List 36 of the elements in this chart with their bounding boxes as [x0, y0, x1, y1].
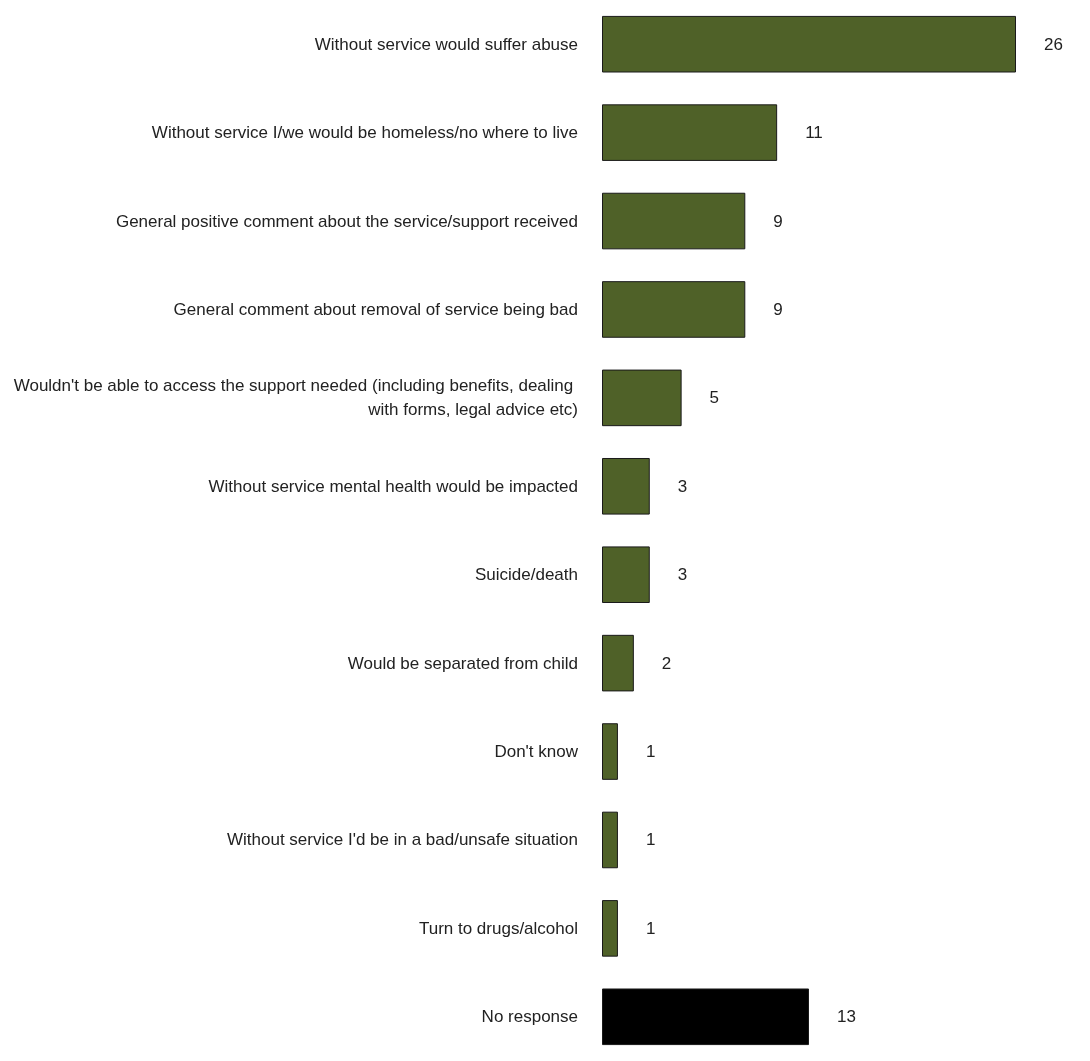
bar: [602, 104, 778, 161]
data-label: 26: [1044, 34, 1063, 54]
bar: [602, 15, 1016, 73]
data-label: 11: [805, 123, 823, 143]
y-tick-label: Without service I/we would be homeless/no where to live: [151, 123, 578, 143]
y-tick-label: Suicide/death: [474, 565, 578, 585]
data-label: 9: [773, 299, 783, 319]
y-tick-label: Would be separated from child: [347, 653, 578, 673]
bar: [602, 458, 650, 515]
y-tick-label: No response: [481, 1007, 578, 1027]
y-tick-label: Don't know: [494, 742, 579, 762]
bar: [602, 988, 809, 1046]
bar: [602, 723, 618, 780]
data-label: 13: [837, 1007, 856, 1027]
bar: [602, 900, 618, 957]
data-label: 5: [709, 388, 720, 408]
y-tick-label: Without service I'd be in a bad/unsafe situation: [226, 830, 578, 850]
y-tick-label: Without service would suffer abuse: [314, 34, 578, 54]
y-tick-label: Wouldn't be able to access the support needed (including benefits, dealing with forms, legal advice etc): [13, 376, 578, 420]
bar: [602, 634, 634, 692]
bar: [602, 369, 682, 427]
bar: [602, 546, 650, 603]
y-tick-label: General comment about removal of service being bad: [173, 299, 578, 319]
data-label: 1: [645, 742, 656, 762]
y-tick-label: General positive comment about the service/support received: [115, 211, 578, 231]
data-label: 2: [661, 653, 672, 673]
data-label: 9: [773, 211, 783, 231]
y-tick-label: Turn to drugs/alcohol: [418, 918, 578, 938]
data-label: 1: [645, 830, 656, 850]
data-label: 3: [677, 565, 688, 585]
bar: [602, 811, 618, 869]
bar: [602, 192, 746, 250]
bar: [602, 281, 746, 338]
data-label: 1: [645, 918, 656, 938]
y-tick-label: Without service mental health would be impacted: [208, 476, 578, 496]
data-label: 3: [677, 476, 688, 496]
